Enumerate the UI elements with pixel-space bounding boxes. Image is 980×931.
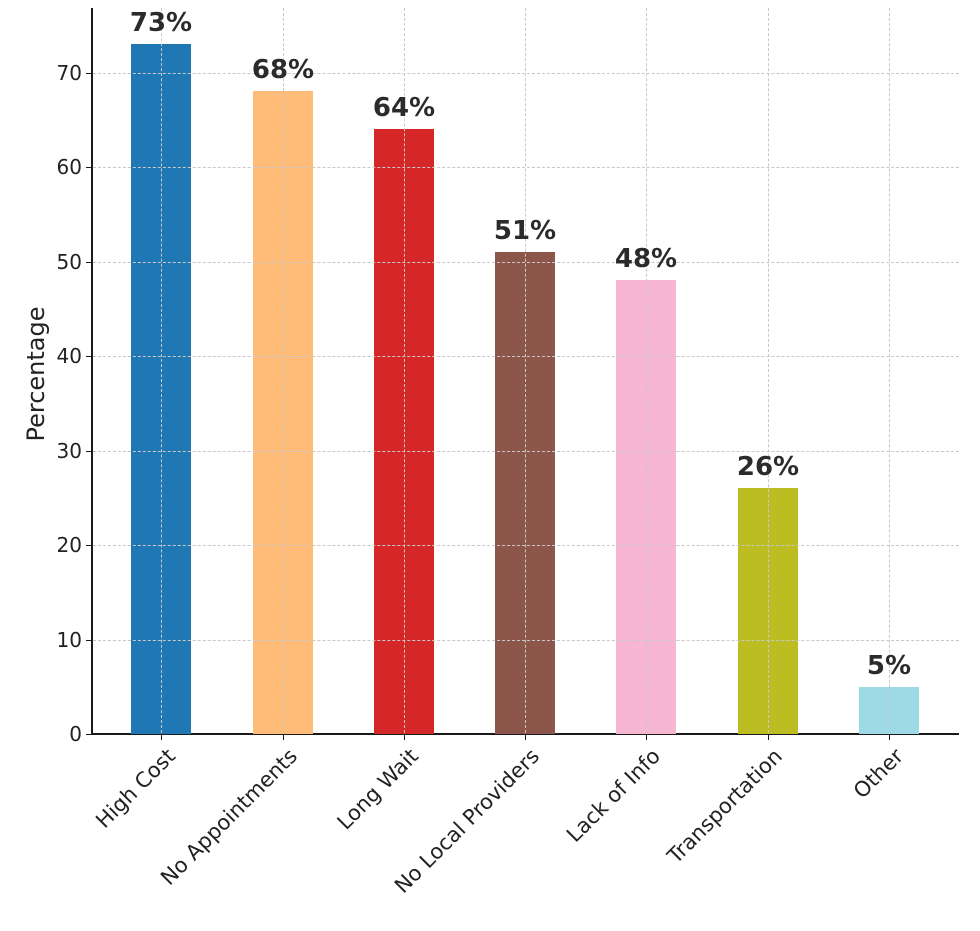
x-tick-label: Lack of Info: [561, 744, 665, 847]
horizontal-gridline: [93, 451, 959, 452]
y-tick-mark: [86, 73, 91, 74]
y-tick-label: 70: [56, 61, 82, 85]
x-tick-label: Other: [848, 744, 908, 804]
y-tick-label: 60: [56, 155, 82, 179]
x-tick-label: No Appointments: [156, 744, 302, 890]
y-tick-label: 40: [56, 344, 82, 368]
y-tick-label: 50: [56, 250, 82, 274]
y-tick-mark: [86, 262, 91, 263]
vertical-gridline: [889, 8, 890, 733]
horizontal-gridline: [93, 640, 959, 641]
vertical-gridline: [283, 8, 284, 733]
x-tick-mark: [646, 735, 647, 740]
x-tick-label: Long Wait: [332, 744, 423, 835]
vertical-gridline: [768, 8, 769, 733]
x-axis-line: [91, 733, 959, 735]
y-tick-label: 0: [69, 722, 82, 746]
x-tick-mark: [404, 735, 405, 740]
y-axis-line: [91, 8, 93, 735]
bar-value-label: 5%: [866, 650, 912, 681]
vertical-gridline: [525, 8, 526, 733]
y-tick-label: 20: [56, 533, 82, 557]
x-tick-mark: [161, 735, 162, 740]
y-tick-mark: [86, 451, 91, 452]
horizontal-gridline: [93, 262, 959, 263]
y-tick-label: 30: [56, 439, 82, 463]
bar-value-label: 64%: [372, 93, 436, 124]
y-tick-mark: [86, 356, 91, 357]
horizontal-gridline: [93, 545, 959, 546]
y-tick-label: 10: [56, 628, 82, 652]
horizontal-gridline: [93, 73, 959, 74]
bar-value-label: 73%: [129, 8, 193, 39]
y-tick-mark: [86, 545, 91, 546]
y-tick-mark: [86, 640, 91, 641]
bar-value-label: 48%: [614, 244, 678, 275]
y-axis-label: Percentage: [22, 306, 50, 442]
horizontal-gridline: [93, 167, 959, 168]
horizontal-gridline: [93, 356, 959, 357]
vertical-gridline: [161, 8, 162, 733]
bar-value-label: 68%: [251, 55, 315, 86]
x-tick-mark: [525, 735, 526, 740]
y-tick-mark: [86, 167, 91, 168]
x-tick-mark: [768, 735, 769, 740]
x-tick-label: High Cost: [91, 744, 180, 833]
bar-value-label: 51%: [493, 216, 557, 247]
x-tick-mark: [283, 735, 284, 740]
vertical-gridline: [404, 8, 405, 733]
y-tick-mark: [86, 734, 91, 735]
x-tick-label: Transportation: [662, 744, 787, 869]
x-tick-mark: [889, 735, 890, 740]
bar-value-label: 26%: [736, 452, 800, 483]
vertical-gridline: [646, 8, 647, 733]
